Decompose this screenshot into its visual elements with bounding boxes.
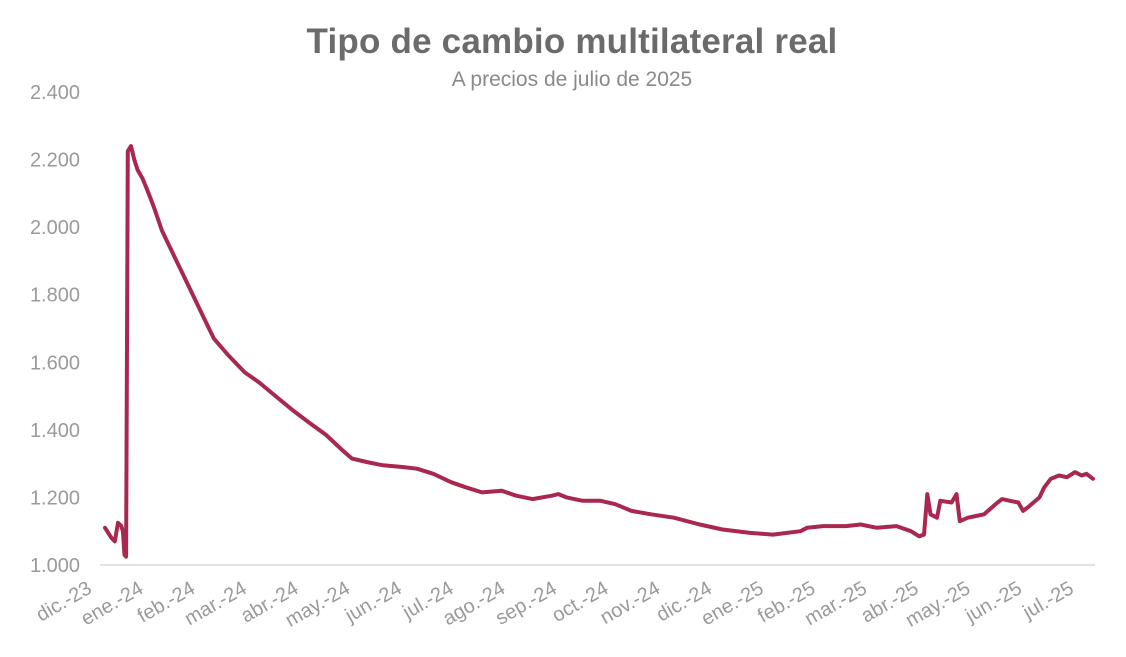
y-tick-label: 1.600 bbox=[30, 352, 80, 374]
y-tick-label: 2.200 bbox=[30, 150, 80, 172]
chart-title: Tipo de cambio multilateral real bbox=[306, 22, 838, 61]
series-group bbox=[103, 144, 1095, 559]
x-tick-label: nov.-24 bbox=[597, 577, 664, 629]
chart-subtitle: A precios de julio de 2025 bbox=[451, 68, 693, 91]
y-tick-label: 1.200 bbox=[30, 487, 80, 509]
x-axis: dic.-23ene.-24feb.-24mar.-24abr.-24may.-… bbox=[33, 564, 1095, 632]
y-tick-label: 2.400 bbox=[30, 82, 80, 104]
y-tick-label: 1.400 bbox=[30, 420, 80, 442]
y-tick-label: 1.000 bbox=[30, 555, 80, 577]
series-line bbox=[103, 144, 1095, 559]
x-tick-label: jul.-25 bbox=[1018, 577, 1077, 624]
x-tick-label: jun.-24 bbox=[341, 577, 406, 627]
y-axis: 1.000 1.200 1.400 1.600 1.800 2.000 2.200 2.400 bbox=[30, 82, 80, 577]
y-tick-label: 2.000 bbox=[30, 217, 80, 239]
x-tick-label: jun.-25 bbox=[961, 577, 1026, 627]
y-tick-label: 1.800 bbox=[30, 285, 80, 307]
